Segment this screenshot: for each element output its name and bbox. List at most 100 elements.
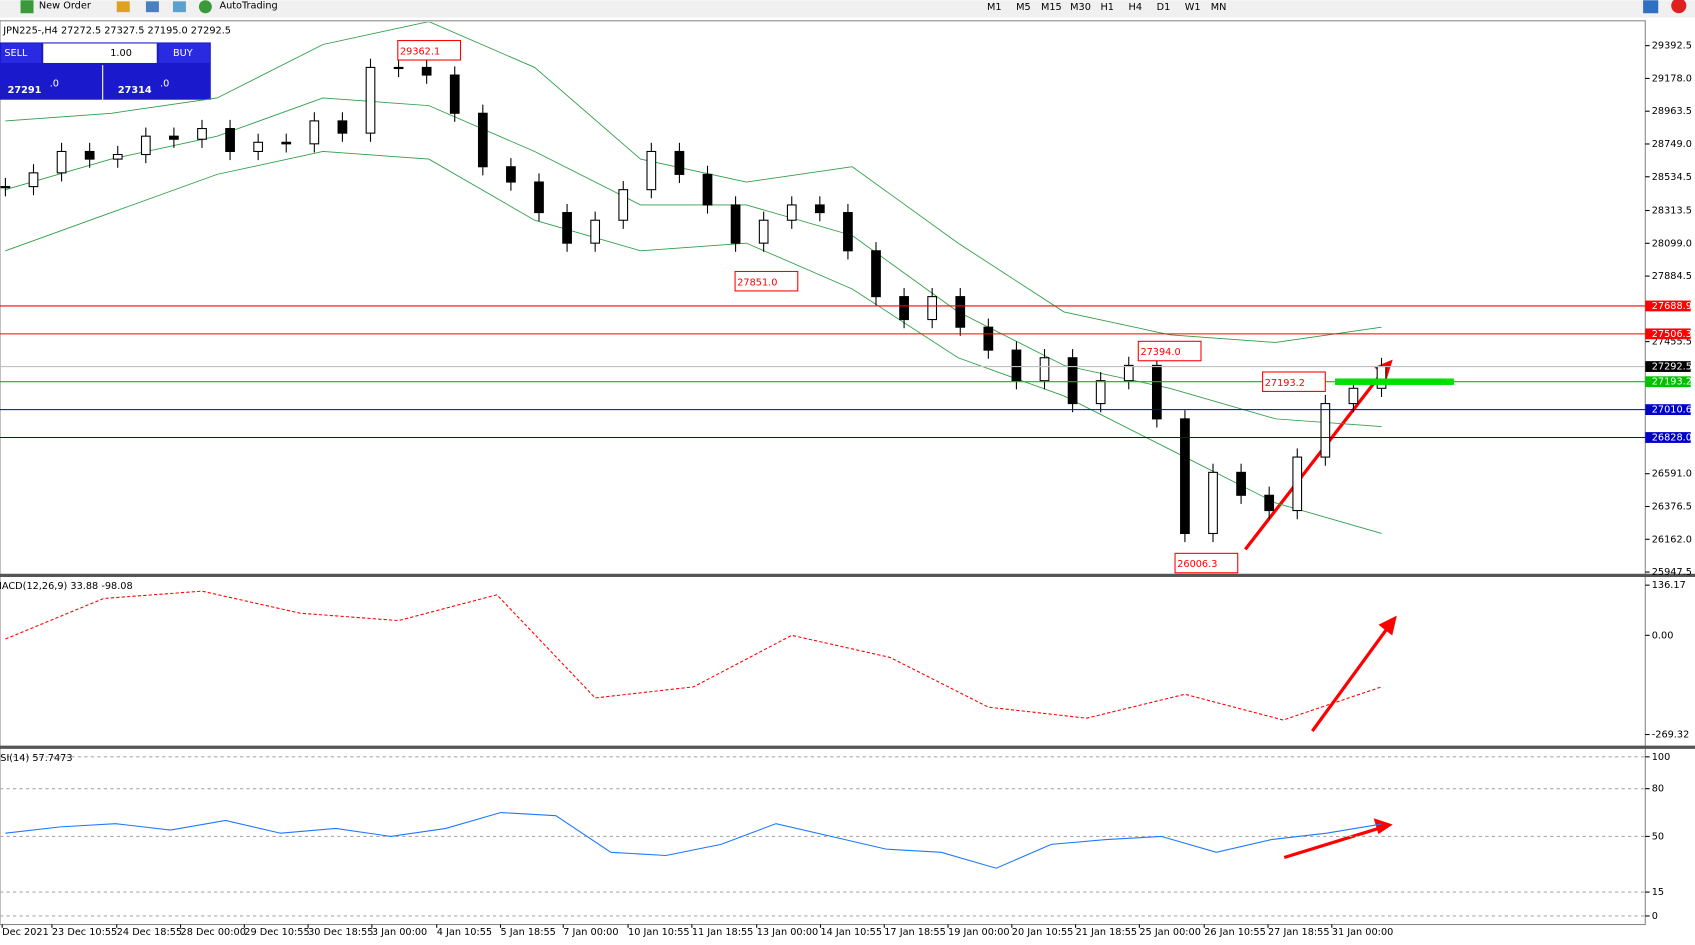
x-tick-label: 23 Dec 10:55 (52, 927, 117, 938)
x-tick-label: 31 Jan 00:00 (1332, 927, 1394, 938)
candle (871, 250, 881, 298)
annotation-box (1174, 552, 1239, 574)
x-tick-label: 29 Dec 10:55 (244, 927, 309, 938)
sell-label[interactable]: SELL (4, 48, 28, 59)
y-tick-label: 29392.5 (1652, 41, 1692, 52)
panel (5, 590, 1382, 721)
annotation-label: 27394.0 (1140, 347, 1180, 358)
y-tick-label: 28099.0 (1652, 238, 1692, 249)
price-level-tag (1645, 432, 1691, 443)
candle (1039, 357, 1050, 382)
price-level-label: 26828.0 (1652, 433, 1692, 444)
y-tick-label: 28963.5 (1652, 106, 1692, 117)
current-price-label: 27292.5 (1652, 362, 1692, 373)
price-level-tag (1645, 328, 1691, 340)
trade-panel: SELL 1.00 BUY 27291 .0 27314 .0 (0, 42, 211, 100)
x-tick-label: 25 Jan 00:00 (1139, 927, 1201, 938)
annotation-label: 27851.0 (737, 277, 777, 288)
x-tick-label: 30 Dec 18:55 (308, 927, 373, 938)
candle (253, 141, 264, 153)
search-icon[interactable] (1643, 0, 1659, 14)
candle (1348, 387, 1359, 405)
price-level-tag (1645, 300, 1691, 312)
y-tick-label: 27455.5 (1652, 337, 1692, 348)
x-tick-label: 27 Jan 18:55 (1268, 927, 1330, 938)
candle (281, 141, 292, 145)
indicator-title: MACD(12,26,9) 33.88 -98.08 (0, 581, 133, 592)
timeframe-button[interactable]: M30 (1070, 2, 1091, 13)
timeframe-button[interactable]: M1 (987, 2, 1002, 13)
candle (197, 128, 207, 140)
price-level-label: 27193.2 (1652, 377, 1692, 388)
price-level-label: 27010.6 (1652, 405, 1692, 416)
candle (1264, 494, 1275, 512)
candle (786, 204, 797, 221)
timeframe-button[interactable]: M5 (1016, 2, 1031, 13)
candle (983, 326, 994, 351)
candle (225, 128, 235, 153)
new-order-button[interactable]: New Order (39, 1, 91, 12)
x-tick-label: 17 Jan 18:55 (884, 927, 946, 938)
candle (84, 150, 95, 160)
candle (1095, 380, 1106, 405)
y-tick-label: 28313.5 (1652, 206, 1692, 217)
annotation-label: 29362.1 (400, 46, 440, 57)
candle (674, 150, 685, 175)
timeframe-button[interactable]: M15 (1041, 2, 1062, 13)
y-tick-label: 0 (1652, 911, 1658, 922)
buy-button[interactable] (158, 43, 210, 63)
indicator-line (5, 811, 1382, 869)
timeframe-button[interactable]: MN (1211, 2, 1227, 13)
x-tick-label: 26 Jan 10:55 (1204, 927, 1266, 938)
ask-price: 27314 (118, 85, 152, 96)
tool-icon[interactable] (172, 1, 186, 13)
x-tick-label: 7 Jan 00:00 (563, 927, 618, 938)
candle (562, 212, 572, 244)
annotation-label: 26006.3 (1177, 559, 1217, 570)
candle (337, 120, 348, 134)
price-level-tag (1645, 376, 1691, 388)
chart-frame (0, 20, 1646, 926)
price-level-label: 27506.3 (1652, 329, 1692, 340)
arrow (1244, 366, 1388, 551)
tool-icon[interactable] (116, 1, 130, 13)
trend-arrows (1244, 359, 1397, 860)
candle (140, 135, 151, 156)
autotrading-button[interactable]: AutoTrading (219, 1, 277, 12)
lot-field[interactable] (43, 43, 157, 63)
new-order-icon[interactable] (20, 0, 34, 14)
tool-icon[interactable] (145, 1, 159, 13)
candle (843, 212, 853, 252)
sell-button[interactable] (1, 43, 42, 63)
autotrading-icon[interactable] (198, 0, 212, 14)
y-tick-label: 26162.0 (1652, 534, 1692, 545)
timeframe-button[interactable]: W1 (1185, 2, 1201, 13)
bid-price: 27291 (8, 85, 42, 96)
y-tick-label: 0.00 (1652, 630, 1674, 641)
timeframe-button[interactable]: H1 (1100, 2, 1114, 13)
timeframe-button[interactable]: D1 (1157, 2, 1171, 13)
arrow-head (1373, 818, 1393, 835)
bollinger-band (5, 97, 1382, 427)
candle (421, 66, 432, 76)
candle (1292, 456, 1303, 512)
candle (1236, 471, 1246, 496)
y-tick-label: 28749.0 (1652, 139, 1692, 150)
x-tick-label: 4 Jan 10:55 (437, 927, 492, 938)
candle (814, 204, 825, 214)
bid-fraction: .0 (50, 79, 59, 90)
bollinger-band (5, 21, 1382, 343)
candle (1011, 349, 1022, 382)
toolbar (0, 0, 1695, 18)
annotation-box (397, 40, 462, 61)
candle (309, 120, 320, 145)
notification-icon[interactable] (1671, 0, 1687, 14)
x-tick-label: 3 Jan 00:00 (372, 927, 427, 938)
arrow (1283, 824, 1387, 860)
timeframe-button[interactable]: H4 (1129, 2, 1143, 13)
annotation-box (1137, 340, 1202, 362)
lot-value[interactable]: 1.00 (110, 48, 132, 59)
buy-label[interactable]: BUY (173, 48, 193, 59)
x-tick-label: 11 Jan 18:55 (692, 927, 754, 938)
